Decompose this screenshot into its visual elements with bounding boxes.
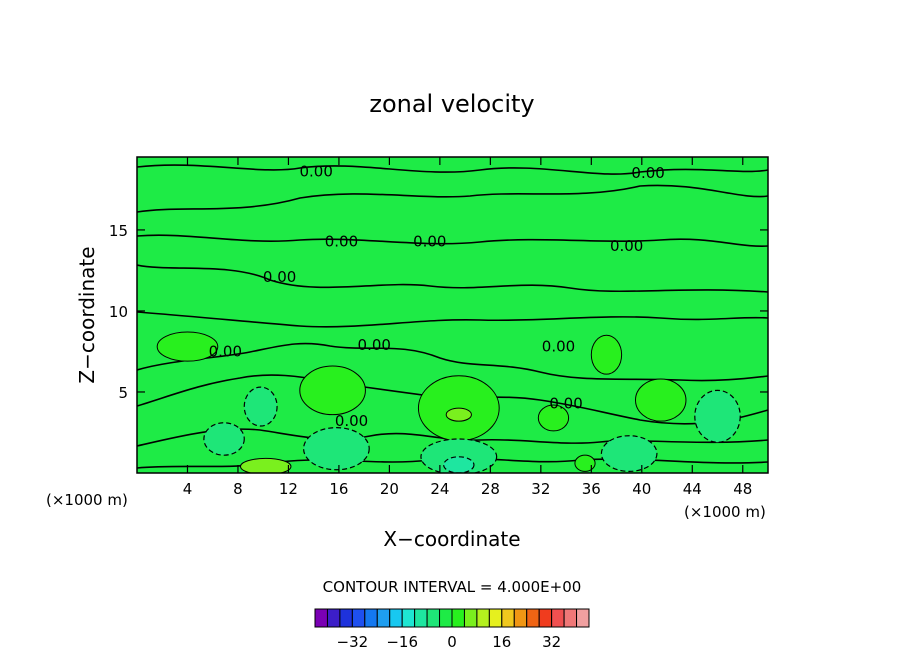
x-tick-label-8: 8 (233, 480, 243, 498)
y-axis-ticks: 5 10 15 (109, 222, 768, 402)
negative-contour-10 (203, 422, 245, 456)
positive-contour-1 (299, 365, 366, 416)
positive-contour-4 (590, 334, 623, 375)
colorbar-swatch-13 (476, 608, 490, 628)
y-axis-title: Z−coordinate (75, 246, 99, 383)
colorbar-swatch-14 (488, 608, 503, 628)
colorbar-swatch-3 (351, 608, 366, 628)
contour-label-2: 0.00 (325, 232, 358, 250)
contour-label-8: 0.00 (542, 338, 575, 356)
colorbar-tick-2: 0 (447, 633, 457, 651)
x-tick-label-24: 24 (430, 480, 449, 498)
negative-contour-11 (302, 427, 370, 471)
x-unit-left: (×1000 m) (46, 491, 128, 509)
contour-label-5: 0.00 (263, 268, 296, 286)
zero-contour-lines (137, 164, 768, 469)
contour-interval: CONTOUR INTERVAL = 4.000E+00 (323, 578, 582, 596)
colorbar-swatch-20 (563, 608, 578, 628)
colorbar-swatch-19 (551, 608, 565, 628)
plot-frame (136, 156, 769, 474)
positive-contour-6 (537, 404, 570, 432)
colorbar-swatch-21 (576, 608, 590, 628)
x-tick-label-44: 44 (683, 480, 702, 498)
contour-label-3: 0.00 (413, 232, 446, 250)
positive-contour-5 (634, 378, 687, 422)
colorbar-swatch-11 (451, 608, 465, 628)
positive-contour-0 (156, 331, 219, 362)
colorbar-swatch-17 (526, 608, 540, 628)
contour-labels: 0.00 0.00 0.00 0.00 0.00 0.00 0.00 0.00 0.00 0.00… (209, 163, 665, 431)
negative-contour-9 (243, 386, 278, 427)
colorbar-swatch-12 (463, 608, 478, 628)
colorbar-tick-labels: −32 −16 0 16 32 (337, 633, 562, 651)
x-tick-label-28: 28 (481, 480, 500, 498)
colorbar-swatch-7 (401, 608, 416, 628)
negative-contour-15 (694, 389, 741, 443)
colorbar-tick-4: 32 (542, 633, 561, 651)
colorbar-swatch-16 (513, 608, 528, 628)
contour-features (156, 331, 741, 473)
x-tick-label-4: 4 (183, 480, 193, 498)
y-tick-label-5: 5 (118, 384, 128, 402)
contour-label-1: 0.00 (631, 164, 664, 182)
plot-area: 0.00 0.00 0.00 0.00 0.00 0.00 0.00 0.00 0.00 0.00… (137, 157, 768, 473)
x-axis-title: X−coordinate (383, 527, 520, 551)
colorbar-swatch-8 (414, 608, 428, 628)
contour-label-0: 0.00 (300, 163, 333, 181)
contour-label-6: 0.00 (358, 336, 391, 354)
colorbar-swatch-4 (364, 608, 378, 628)
positive-contour-8 (239, 457, 292, 473)
x-tick-label-40: 40 (632, 480, 651, 498)
colorbar-swatch-18 (538, 608, 553, 628)
y-tick-label-10: 10 (109, 303, 128, 321)
x-tick-label-20: 20 (380, 480, 399, 498)
x-tick-label-32: 32 (531, 480, 550, 498)
colorbar-tick-0: −32 (337, 633, 369, 651)
x-axis-ticks: 4 8 12 16 20 24 28 32 36 40 44 48 (183, 157, 752, 498)
contour-label-10: 0.00 (549, 394, 582, 412)
negative-contour-13 (443, 456, 475, 473)
x-tick-label-36: 36 (582, 480, 601, 498)
negative-contour-14 (600, 435, 658, 472)
contour-label-4: 0.00 (610, 237, 643, 255)
chart-title: zonal velocity (369, 90, 534, 118)
colorbar-tick-3: 16 (492, 633, 511, 651)
x-tick-label-48: 48 (733, 480, 752, 498)
colorbar-swatch-2 (339, 608, 353, 628)
positive-contour-7 (574, 454, 596, 472)
colorbar-swatch-6 (389, 608, 403, 628)
colorbar-swatch-1 (326, 608, 341, 628)
colorbar-swatch-15 (501, 608, 515, 628)
contour-label-7: 0.00 (209, 342, 242, 360)
colorbar-swatch-10 (439, 608, 453, 628)
contour-label-9: 0.00 (335, 412, 368, 430)
colorbar-tick-1: −16 (386, 633, 418, 651)
colorbar-swatch-9 (426, 608, 441, 628)
y-tick-label-15: 15 (109, 222, 128, 240)
colorbar-swatch-0 (314, 608, 328, 628)
x-tick-label-16: 16 (329, 480, 348, 498)
x-tick-label-12: 12 (279, 480, 298, 498)
x-unit-right: (×1000 m) (684, 503, 766, 521)
positive-contour-3 (445, 407, 472, 422)
colorbar-swatch-5 (376, 608, 391, 628)
negative-contour-12 (420, 438, 498, 473)
colorbar (314, 608, 590, 628)
